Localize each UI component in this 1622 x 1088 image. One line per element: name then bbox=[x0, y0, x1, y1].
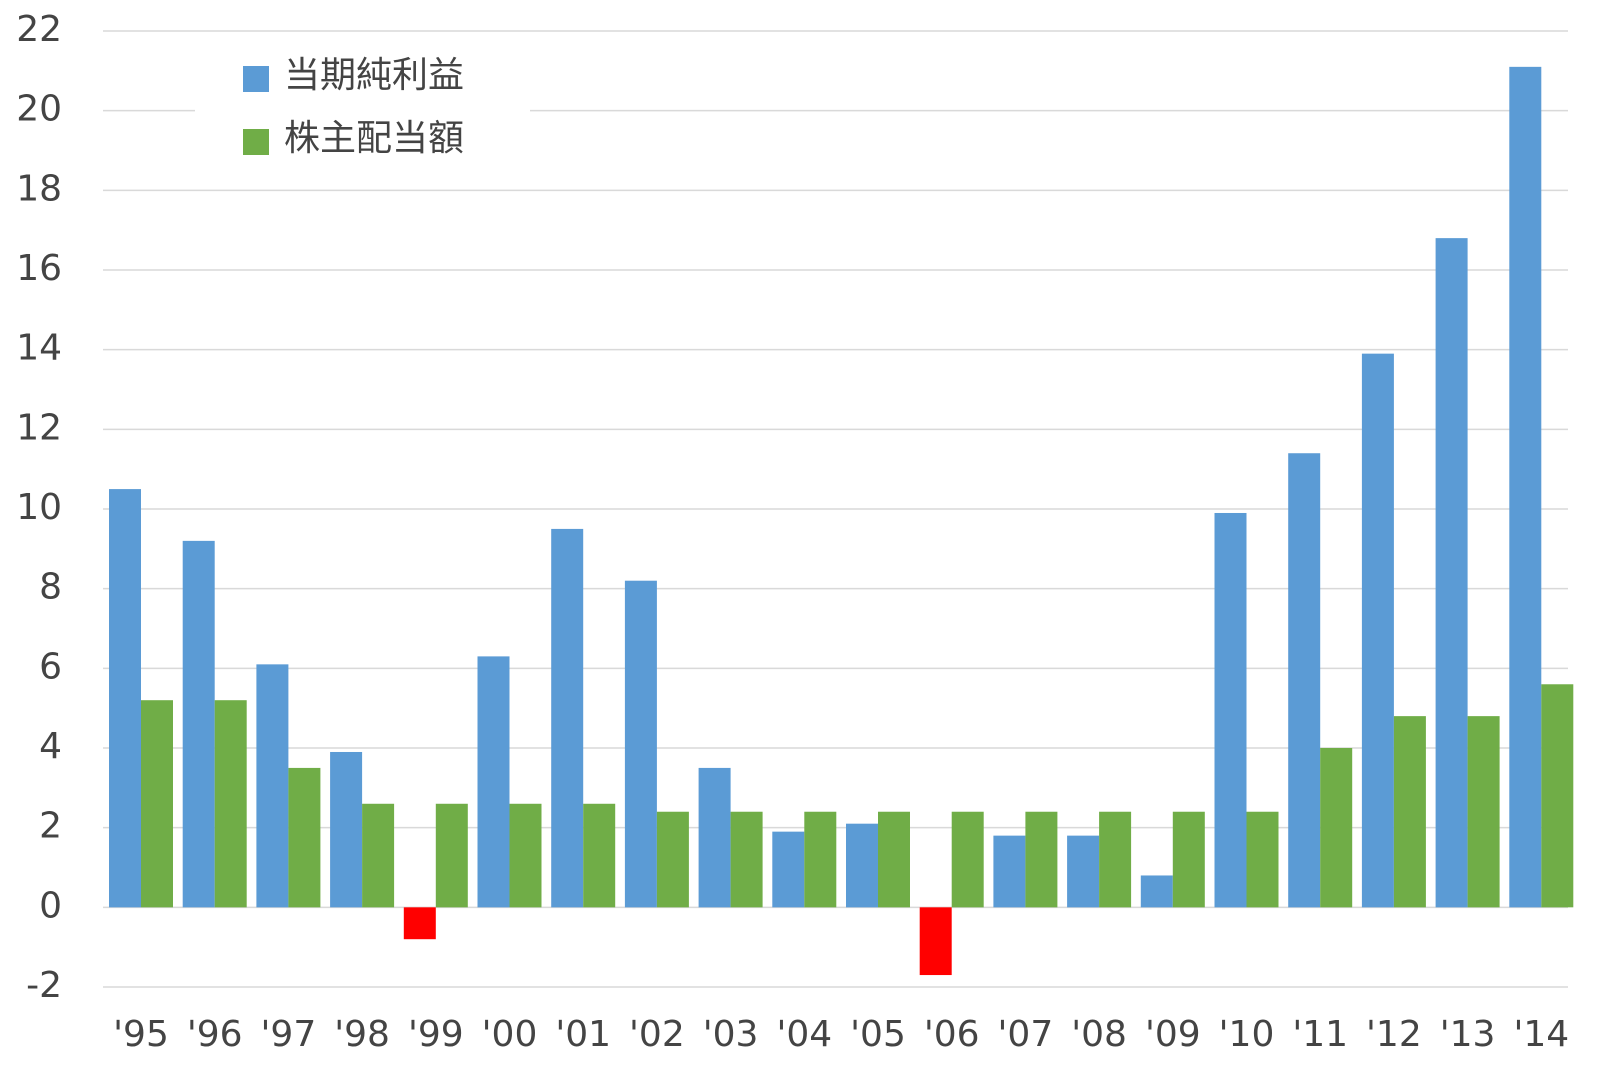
x-tick-label: '95 bbox=[113, 1014, 169, 1055]
bar bbox=[624, 580, 657, 908]
bar bbox=[1025, 811, 1058, 908]
bar bbox=[1172, 811, 1205, 908]
x-tick-label: '00 bbox=[482, 1014, 538, 1055]
legend-label: 当期純利益 bbox=[284, 55, 464, 96]
x-tick-label: '05 bbox=[850, 1014, 906, 1055]
y-tick-label: 20 bbox=[16, 89, 62, 130]
y-tick-label: 8 bbox=[39, 567, 62, 608]
bar bbox=[656, 811, 689, 908]
y-tick-label: 18 bbox=[16, 168, 62, 209]
bar bbox=[698, 767, 731, 908]
y-tick-label: 4 bbox=[39, 726, 62, 767]
x-tick-label: '08 bbox=[1071, 1014, 1127, 1055]
y-tick-label: 0 bbox=[39, 885, 62, 926]
x-tick-label: '98 bbox=[334, 1014, 390, 1055]
y-tick-label: 12 bbox=[16, 407, 62, 448]
legend-swatch bbox=[243, 66, 269, 92]
x-tick-label: '10 bbox=[1219, 1014, 1275, 1055]
bar bbox=[362, 803, 395, 908]
x-tick-label: '01 bbox=[555, 1014, 611, 1055]
y-tick-label: 16 bbox=[16, 248, 62, 289]
bar bbox=[182, 540, 215, 908]
y-tick-label: -2 bbox=[26, 965, 62, 1006]
bar bbox=[583, 803, 616, 908]
y-tick-label: 2 bbox=[39, 806, 62, 847]
bar bbox=[403, 907, 436, 940]
x-tick-label: '03 bbox=[703, 1014, 759, 1055]
bar bbox=[919, 907, 952, 976]
bar bbox=[1140, 875, 1173, 908]
bar bbox=[214, 700, 247, 908]
bar bbox=[804, 811, 837, 908]
bar bbox=[1099, 811, 1132, 908]
bar bbox=[1361, 353, 1394, 908]
x-tick-label: '09 bbox=[1145, 1014, 1201, 1055]
bar bbox=[878, 811, 910, 908]
x-tick-label: '11 bbox=[1292, 1014, 1348, 1055]
bar bbox=[1509, 66, 1542, 908]
x-tick-label: '96 bbox=[187, 1014, 243, 1055]
bar bbox=[477, 656, 510, 908]
bar bbox=[288, 767, 321, 908]
bar bbox=[1214, 512, 1247, 908]
bar bbox=[141, 700, 173, 908]
legend-label: 株主配当額 bbox=[284, 118, 464, 159]
x-tick-label: '97 bbox=[261, 1014, 317, 1055]
bar bbox=[1435, 238, 1468, 908]
y-tick-label: 6 bbox=[39, 646, 62, 687]
bar bbox=[330, 751, 363, 908]
bar bbox=[109, 489, 141, 908]
bar bbox=[1067, 835, 1100, 908]
bar bbox=[435, 803, 468, 908]
y-tick-label: 22 bbox=[16, 9, 62, 50]
bar bbox=[256, 664, 289, 908]
bar bbox=[1467, 716, 1500, 908]
bar bbox=[1541, 684, 1574, 908]
x-tick-label: '06 bbox=[924, 1014, 980, 1055]
legend-swatch bbox=[243, 129, 269, 155]
x-tick-label: '12 bbox=[1366, 1014, 1422, 1055]
bar bbox=[951, 811, 984, 908]
bar bbox=[993, 835, 1026, 908]
bar bbox=[509, 803, 542, 908]
x-tick-label: '02 bbox=[629, 1014, 685, 1055]
bar bbox=[551, 528, 584, 908]
bar bbox=[1393, 716, 1426, 908]
bar bbox=[1246, 811, 1279, 908]
bar bbox=[730, 811, 763, 908]
bar bbox=[846, 823, 878, 908]
y-tick-label: 14 bbox=[16, 328, 62, 369]
x-tick-label: '04 bbox=[776, 1014, 832, 1055]
bar bbox=[1288, 453, 1321, 908]
x-tick-label: '13 bbox=[1440, 1014, 1496, 1055]
y-tick-label: 10 bbox=[16, 487, 62, 528]
x-tick-label: '07 bbox=[998, 1014, 1054, 1055]
bar bbox=[1320, 748, 1353, 908]
bar bbox=[772, 831, 805, 908]
x-tick-label: '99 bbox=[408, 1014, 464, 1055]
x-tick-label: '14 bbox=[1513, 1014, 1569, 1055]
